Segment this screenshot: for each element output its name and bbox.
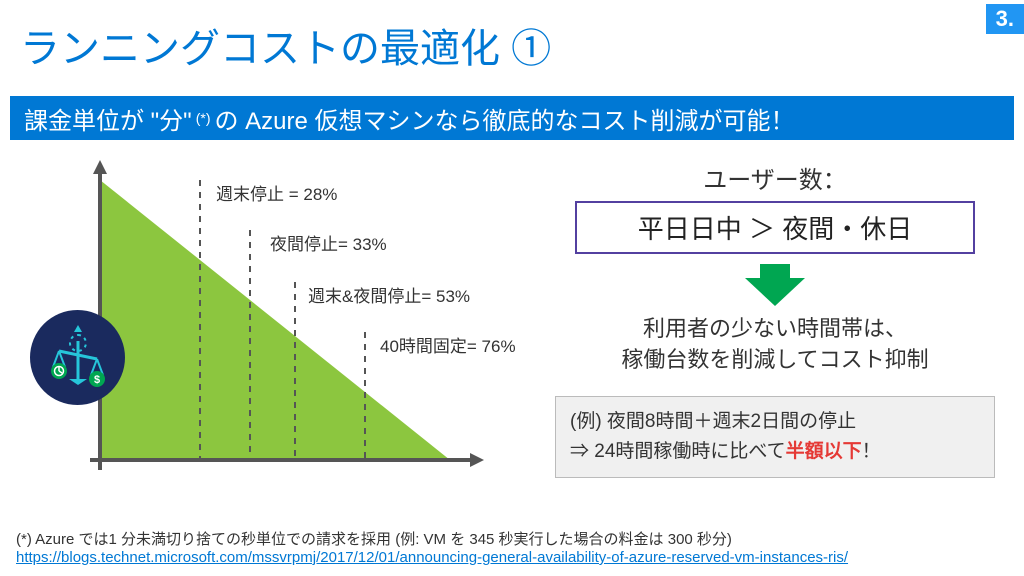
- svg-text:$: $: [93, 374, 99, 386]
- scale-icon: $: [43, 323, 113, 393]
- example-line2: ⇒ 24時間稼働時に比べて半額以下！: [570, 437, 980, 467]
- down-arrow-stem: [760, 264, 790, 278]
- cutoff-label: 週末停止 = 28%: [216, 180, 337, 205]
- down-arrow-icon: [745, 278, 805, 306]
- example-l2-post: ！: [862, 441, 881, 462]
- explanation-text: 利用者の少ない時間帯は、 稼働台数を削減してコスト抑制: [540, 314, 1010, 376]
- example-box: (例) 夜間8時間＋週末2日間の停止 ⇒ 24時間稼働時に比べて半額以下！: [555, 396, 995, 479]
- example-l2-pre: ⇒ 24時間稼働時に比べて: [570, 441, 786, 462]
- cost-triangle-chart: 週末停止 = 28%夜間停止= 33%週末&夜間停止= 53%40時間固定= 7…: [70, 160, 500, 490]
- subtitle-footnote-mark: (*): [196, 110, 211, 126]
- users-count-label: ユーザー数：: [540, 160, 1010, 195]
- explain-line2: 稼働台数を削減してコスト抑制: [621, 347, 928, 372]
- balance-icon: $: [30, 310, 125, 405]
- footnote-link[interactable]: https://blogs.technet.microsoft.com/mssv…: [16, 549, 848, 566]
- chart-triangle: [100, 180, 450, 460]
- example-highlight: 半額以下: [786, 441, 862, 462]
- subtitle-pre: 課金単位が "分": [24, 101, 192, 136]
- subtitle-post: の Azure 仮想マシンなら徹底的なコスト削減が可能！: [215, 101, 795, 136]
- cutoff-label: 夜間停止= 33%: [270, 230, 387, 255]
- right-column: ユーザー数： 平日日中 ＞ 夜間・休日 利用者の少ない時間帯は、 稼働台数を削減…: [540, 160, 1010, 478]
- footnote-text: (*) Azure では1 分未満切り捨ての秒単位での請求を採用 (例: VM …: [16, 528, 848, 549]
- page-number-tag: 3.: [986, 4, 1024, 34]
- footnote: (*) Azure では1 分未満切り捨ての秒単位での請求を採用 (例: VM …: [16, 528, 848, 566]
- slide: 3. ランニングコストの最適化 ① 課金単位が "分" (*) の Azure …: [0, 0, 1024, 576]
- example-line1: (例) 夜間8時間＋週末2日間の停止: [570, 407, 980, 437]
- slide-title: ランニングコストの最適化 ①: [20, 16, 551, 74]
- chart-svg: [70, 160, 500, 490]
- subtitle-bar: 課金単位が "分" (*) の Azure 仮想マシンなら徹底的なコスト削減が可…: [10, 96, 1014, 140]
- users-comparison-box: 平日日中 ＞ 夜間・休日: [575, 201, 975, 254]
- cutoff-label: 週末&夜間停止= 53%: [308, 282, 470, 307]
- cutoff-label: 40時間固定= 76%: [380, 332, 516, 357]
- explain-line1: 利用者の少ない時間帯は、: [643, 316, 907, 341]
